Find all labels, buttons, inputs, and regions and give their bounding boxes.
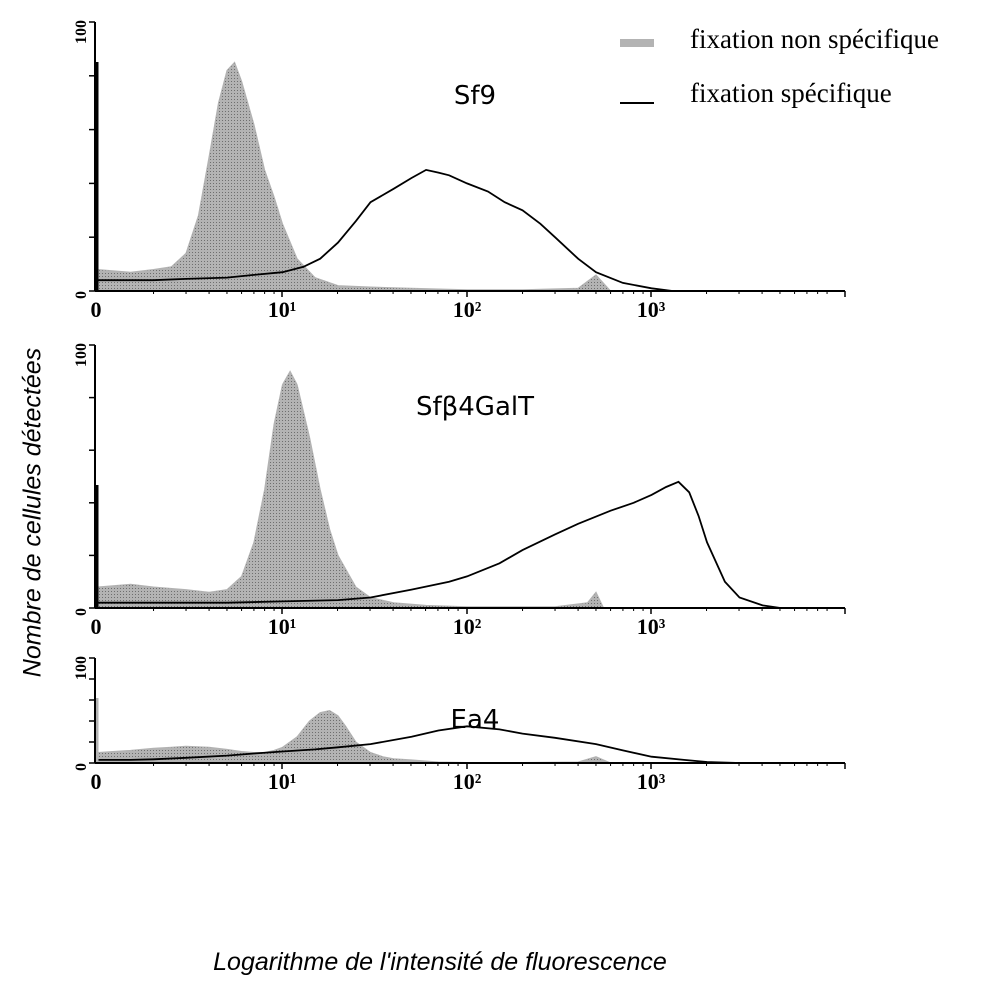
y-tick-label: 100 bbox=[73, 20, 90, 44]
x-tick-label: 0 bbox=[91, 297, 102, 322]
panel-1: 0 100 0 10¹ 10² 10³ Sf9 bbox=[73, 20, 846, 322]
panel-2: 0 100 0 10¹ 10² 10³ Sfβ4GalT bbox=[73, 343, 846, 639]
y-tick-label: 0 bbox=[73, 608, 90, 616]
y-tick-label: 100 bbox=[73, 656, 90, 680]
series-specific-line bbox=[98, 480, 781, 609]
y-tick-label: 0 bbox=[73, 763, 90, 771]
x-tick-label: 10² bbox=[453, 769, 482, 794]
y-tick-label: 0 bbox=[73, 291, 90, 299]
x-tick-label: 0 bbox=[91, 614, 102, 639]
panel-title: Ea4 bbox=[451, 705, 500, 735]
x-tick-label: 10² bbox=[453, 297, 482, 322]
x-tick-label: 10² bbox=[453, 614, 482, 639]
x-tick-label: 10¹ bbox=[268, 769, 297, 794]
legend-label-nonspecific: fixation non spécifique bbox=[690, 24, 939, 54]
x-tick-label: 0 bbox=[91, 769, 102, 794]
series-nonspecific-area bbox=[97, 61, 652, 292]
x-tick-label: 10¹ bbox=[268, 297, 297, 322]
panel-3: 0 100 0 10¹ 10² 10³ Ea4 bbox=[73, 656, 846, 794]
legend-label-specific: fixation spécifique bbox=[690, 78, 892, 108]
legend-swatch-specific bbox=[620, 102, 654, 104]
x-axis-title: Logarithme de l'intensité de fluorescenc… bbox=[213, 948, 667, 976]
x-tick-label: 10¹ bbox=[268, 614, 297, 639]
x-tick-label: 10³ bbox=[637, 297, 666, 322]
panel-title: Sf9 bbox=[454, 81, 496, 111]
series-specific-line bbox=[98, 168, 673, 292]
x-tick-label: 10³ bbox=[637, 769, 666, 794]
y-axis-title: Nombre de cellules détectées bbox=[18, 347, 47, 678]
series-specific-line bbox=[98, 725, 740, 764]
y-tick-label: 100 bbox=[73, 343, 90, 367]
legend-swatch-nonspecific bbox=[620, 39, 654, 47]
panel-title: Sfβ4GalT bbox=[416, 392, 534, 422]
x-tick-label: 10³ bbox=[637, 614, 666, 639]
series-nonspecific-area bbox=[97, 370, 623, 609]
